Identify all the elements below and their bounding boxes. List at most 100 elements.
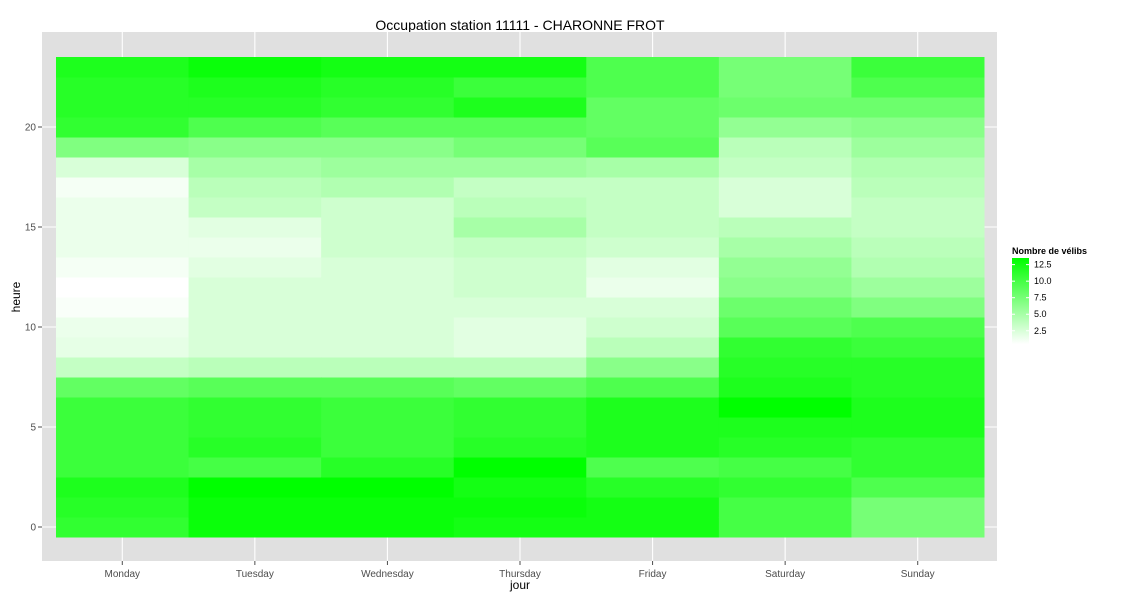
- legend-ticks: 12.5 10.0 7.5 5.0 2.5: [1012, 260, 1052, 336]
- heatmap-cell: [56, 197, 190, 218]
- heatmap-cell: [851, 417, 985, 438]
- heatmap-cell: [453, 117, 587, 138]
- heatmap-cell: [586, 397, 720, 418]
- heatmap-cell: [851, 337, 985, 358]
- x-tick-label: Saturday: [765, 569, 805, 580]
- heatmap-cell: [586, 197, 720, 218]
- heatmap-cell: [56, 77, 190, 98]
- heatmap-cell: [586, 497, 720, 518]
- heatmap-cell: [188, 337, 322, 358]
- heatmap-cell: [453, 217, 587, 238]
- heatmap-cell: [56, 517, 190, 538]
- x-tick-label: Sunday: [901, 569, 935, 580]
- heatmap-cell: [56, 177, 190, 198]
- heatmap-cell: [718, 397, 852, 418]
- heatmap-cell: [321, 77, 455, 98]
- heatmap-cell: [718, 137, 852, 158]
- x-tick-label: Thursday: [499, 569, 541, 580]
- heatmap-cell: [453, 137, 587, 158]
- heatmap-cell: [851, 377, 985, 398]
- heatmap-cell: [453, 437, 587, 458]
- heatmap-cell: [586, 57, 720, 78]
- heatmap-cell: [453, 77, 587, 98]
- heatmap-cell: [718, 337, 852, 358]
- heatmap-cell: [188, 457, 322, 478]
- heatmap-cell: [321, 197, 455, 218]
- heatmap-cell: [718, 477, 852, 498]
- heatmap-cell: [851, 177, 985, 198]
- heatmap-cell: [718, 457, 852, 478]
- heatmap-cell: [586, 357, 720, 378]
- heatmap-cell: [586, 217, 720, 238]
- heatmap-cell: [188, 217, 322, 238]
- y-axis: 0 5 10 15 20: [25, 123, 42, 534]
- heatmap-cell: [851, 477, 985, 498]
- heatmap-cell: [453, 317, 587, 338]
- heatmap-cell: [56, 157, 190, 178]
- heatmap-cell: [586, 317, 720, 338]
- legend-tick-label: 5.0: [1034, 309, 1047, 319]
- heatmap-cell: [851, 397, 985, 418]
- heatmap-cell: [321, 117, 455, 138]
- heatmap-cell: [851, 97, 985, 118]
- heatmap-cell: [453, 297, 587, 318]
- y-tick-label: 15: [25, 223, 37, 234]
- heatmap-cell: [851, 117, 985, 138]
- heatmap-cell: [586, 437, 720, 458]
- heatmap-cell: [586, 237, 720, 258]
- heatmap-cell: [851, 57, 985, 78]
- heatmap-cell: [851, 317, 985, 338]
- heatmap-cell: [453, 417, 587, 438]
- heatmap-cell: [718, 57, 852, 78]
- heatmap-cell: [56, 317, 190, 338]
- legend-tick-label: 2.5: [1034, 326, 1047, 336]
- heatmap-cell: [851, 197, 985, 218]
- heatmap-cell: [851, 517, 985, 538]
- heatmap-cell: [453, 97, 587, 118]
- heatmap-cell: [851, 77, 985, 98]
- legend-colorbar: [1012, 258, 1029, 344]
- heatmap-cell: [586, 157, 720, 178]
- heatmap-cell: [321, 457, 455, 478]
- heatmap-cell: [56, 217, 190, 238]
- heatmap-cell: [321, 397, 455, 418]
- legend: Nombre de vélibs 12.5 10.0 7.5 5.0 2.5: [1012, 246, 1087, 344]
- heatmap-cell: [453, 517, 587, 538]
- heatmap-cell: [188, 197, 322, 218]
- heatmap-cell: [321, 317, 455, 338]
- heatmap-cell: [321, 277, 455, 298]
- heatmap-cell: [188, 497, 322, 518]
- heatmap-cell: [321, 417, 455, 438]
- heatmap-cell: [453, 177, 587, 198]
- heatmap-cell: [718, 517, 852, 538]
- x-axis-label: jour: [509, 578, 530, 592]
- heatmap-cell: [851, 457, 985, 478]
- heatmap-cell: [718, 297, 852, 318]
- heatmap-cell: [453, 457, 587, 478]
- heatmap-cell: [188, 417, 322, 438]
- heatmap-cell: [718, 197, 852, 218]
- heatmap-cell: [188, 257, 322, 278]
- heatmap-cell: [718, 77, 852, 98]
- heatmap-cell: [188, 137, 322, 158]
- heatmap-cell: [188, 57, 322, 78]
- heatmap-cell: [453, 357, 587, 378]
- heatmap-cell: [453, 277, 587, 298]
- x-tick-label: Tuesday: [236, 569, 274, 580]
- heatmap-cell: [718, 97, 852, 118]
- heatmap-cell: [56, 457, 190, 478]
- heatmap-cell: [56, 397, 190, 418]
- heatmap-cell: [586, 297, 720, 318]
- heatmap-cell: [718, 277, 852, 298]
- heatmap-cell: [586, 377, 720, 398]
- heatmap-cell: [586, 137, 720, 158]
- x-tick-label: Monday: [104, 569, 140, 580]
- heatmap-cell: [321, 477, 455, 498]
- heatmap-cell: [56, 257, 190, 278]
- heatmap-cell: [321, 97, 455, 118]
- heatmap-cell: [718, 237, 852, 258]
- heatmap-cell: [586, 457, 720, 478]
- heatmap-cell: [56, 377, 190, 398]
- heatmap-cell: [321, 337, 455, 358]
- heatmap-cell: [188, 297, 322, 318]
